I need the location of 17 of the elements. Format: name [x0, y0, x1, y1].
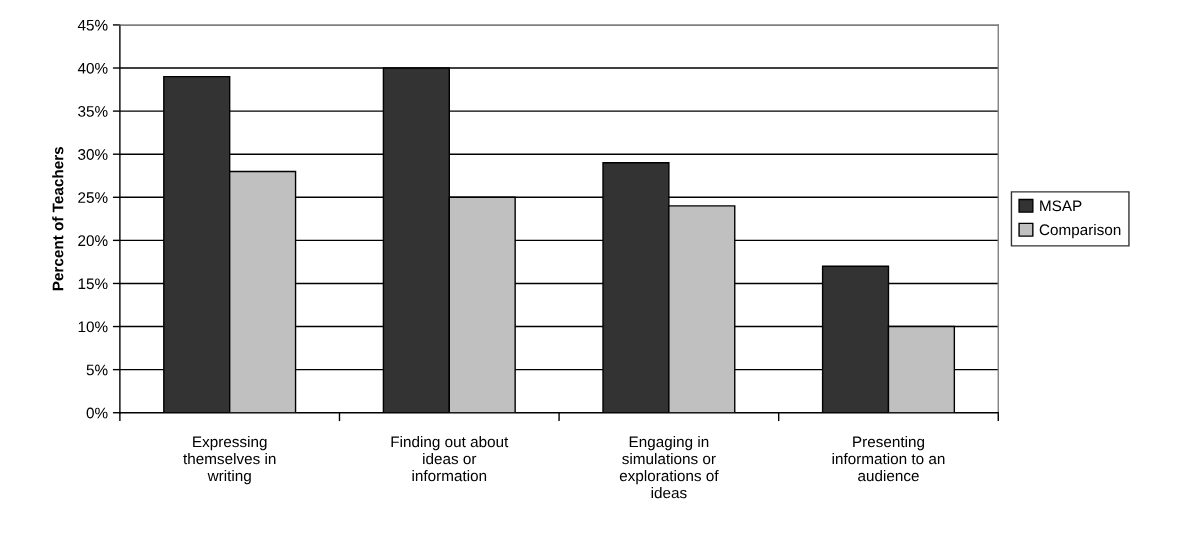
y-tick-label: 20%: [78, 235, 108, 247]
x-tick-label: Expressing themselves in writing: [183, 436, 276, 485]
y-tick-label: 0%: [86, 407, 108, 419]
y-tick-label: 15%: [78, 278, 108, 290]
x-tick-label: Presenting information to an audience: [832, 436, 945, 482]
y-tick-label: 25%: [78, 192, 108, 203]
y-tick-label: 35%: [78, 105, 108, 117]
legend-label: MSAP: [1040, 200, 1082, 212]
y-tick-label: 40%: [77, 62, 108, 74]
y-axis-title: Percent of Teachers: [52, 146, 64, 291]
y-tick-label: 30%: [78, 149, 108, 160]
y-tick-label: 45%: [77, 19, 108, 31]
legend-label: Comparison: [1039, 223, 1121, 239]
x-tick-label: Engaging in simulations or explorations of ideas: [619, 436, 719, 499]
y-tick-label: 5%: [86, 364, 108, 376]
x-tick-label: Finding out about ideas or information: [391, 436, 509, 482]
y-tick-label: 10%: [78, 321, 108, 333]
